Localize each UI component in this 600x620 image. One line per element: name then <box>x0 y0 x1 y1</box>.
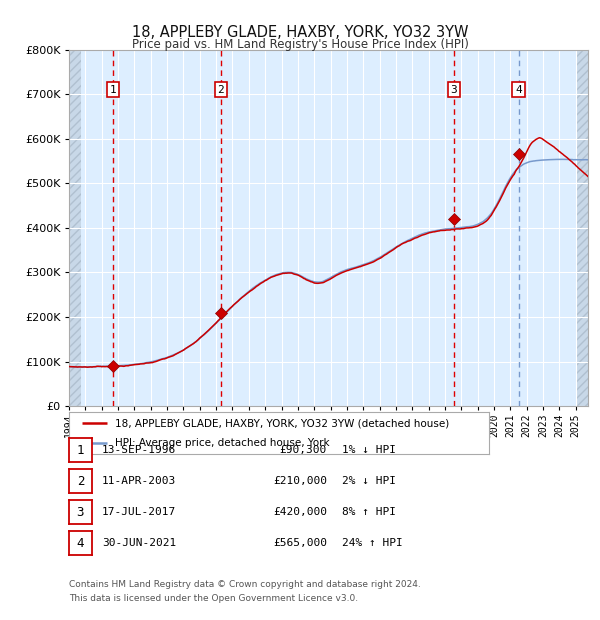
Text: 24% ↑ HPI: 24% ↑ HPI <box>342 538 403 548</box>
Text: 2: 2 <box>77 475 84 487</box>
Bar <box>576 50 588 406</box>
Bar <box>69 50 81 406</box>
Text: 4: 4 <box>515 85 522 95</box>
Text: 18, APPLEBY GLADE, HAXBY, YORK, YO32 3YW: 18, APPLEBY GLADE, HAXBY, YORK, YO32 3YW <box>132 25 468 40</box>
Text: Contains HM Land Registry data © Crown copyright and database right 2024.: Contains HM Land Registry data © Crown c… <box>69 580 421 589</box>
Text: £90,300: £90,300 <box>280 445 327 455</box>
Text: 8% ↑ HPI: 8% ↑ HPI <box>342 507 396 517</box>
Text: 2% ↓ HPI: 2% ↓ HPI <box>342 476 396 486</box>
Bar <box>69 50 81 406</box>
Text: 3: 3 <box>451 85 457 95</box>
Bar <box>576 50 588 406</box>
Text: 4: 4 <box>77 537 84 549</box>
Text: 3: 3 <box>77 506 84 518</box>
Text: This data is licensed under the Open Government Licence v3.0.: This data is licensed under the Open Gov… <box>69 593 358 603</box>
Text: 1% ↓ HPI: 1% ↓ HPI <box>342 445 396 455</box>
Text: 18, APPLEBY GLADE, HAXBY, YORK, YO32 3YW (detached house): 18, APPLEBY GLADE, HAXBY, YORK, YO32 3YW… <box>115 418 449 428</box>
Text: 30-JUN-2021: 30-JUN-2021 <box>102 538 176 548</box>
Text: 1: 1 <box>77 444 84 456</box>
Text: HPI: Average price, detached house, York: HPI: Average price, detached house, York <box>115 438 330 448</box>
Text: Price paid vs. HM Land Registry's House Price Index (HPI): Price paid vs. HM Land Registry's House … <box>131 38 469 51</box>
Text: 13-SEP-1996: 13-SEP-1996 <box>102 445 176 455</box>
Text: £210,000: £210,000 <box>273 476 327 486</box>
Text: 2: 2 <box>217 85 224 95</box>
Text: 11-APR-2003: 11-APR-2003 <box>102 476 176 486</box>
Text: 17-JUL-2017: 17-JUL-2017 <box>102 507 176 517</box>
Text: £565,000: £565,000 <box>273 538 327 548</box>
Text: £420,000: £420,000 <box>273 507 327 517</box>
Text: 1: 1 <box>110 85 116 95</box>
